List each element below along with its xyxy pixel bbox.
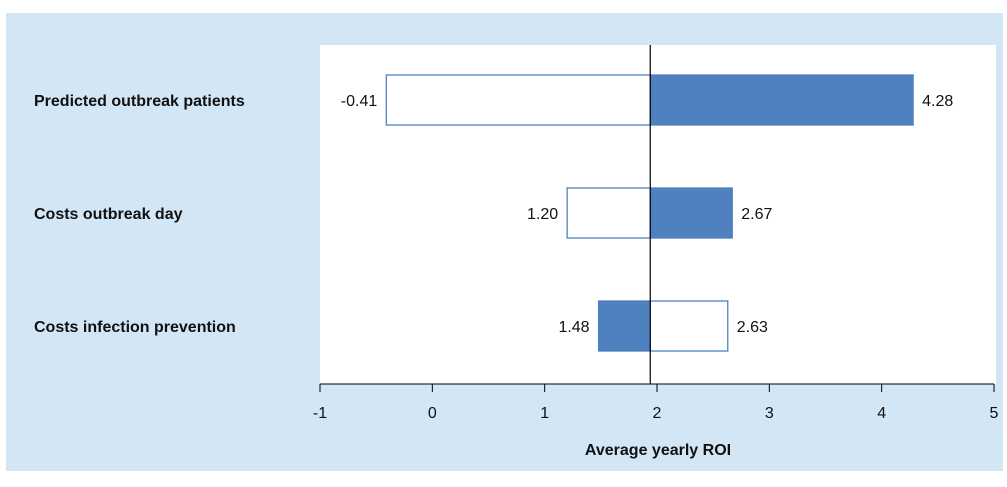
category-label: Costs infection prevention <box>34 319 236 336</box>
bar-low-0 <box>385 74 651 126</box>
x-tick-label: 2 <box>653 405 662 422</box>
bar-high-2 <box>649 300 729 352</box>
bar-low-1 <box>566 187 651 239</box>
x-tick-label: 0 <box>428 405 437 422</box>
bar-low-2 <box>597 300 651 352</box>
x-axis-title: Average yearly ROI <box>585 442 731 459</box>
x-tick-label: 3 <box>765 405 774 422</box>
bars-layer: -0.41 4.28 1.20 2.67 1.48 2.63 <box>341 74 953 352</box>
data-label-low: 1.48 <box>558 319 589 336</box>
bar-high-1 <box>649 187 733 239</box>
category-labels: Predicted outbreak patients Costs outbrea… <box>34 93 245 336</box>
data-label-low: 1.20 <box>527 206 558 223</box>
data-label-high: 2.63 <box>737 319 768 336</box>
x-tick-label: -1 <box>313 405 327 422</box>
x-tick-label: 4 <box>877 405 886 422</box>
x-tick-label: 1 <box>540 405 549 422</box>
data-label-high: 2.67 <box>741 206 772 223</box>
data-label-low: -0.41 <box>341 93 378 110</box>
category-label: Predicted outbreak patients <box>34 93 245 110</box>
x-tick-label: 5 <box>990 405 999 422</box>
category-label: Costs outbreak day <box>34 206 183 223</box>
bar-high-0 <box>649 74 914 126</box>
data-label-high: 4.28 <box>922 93 953 110</box>
x-axis: -1 0 1 2 3 4 5 <box>313 383 999 422</box>
